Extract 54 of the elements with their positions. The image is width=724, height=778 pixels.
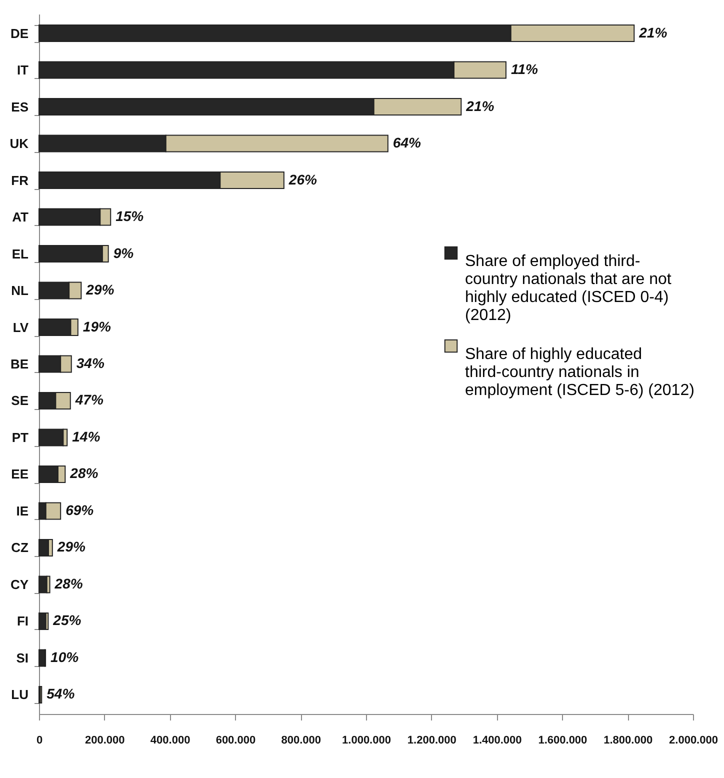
y-tick-label: ES (11, 99, 29, 114)
x-tick-label: 1.600.000 (538, 734, 588, 746)
y-tick-label: SI (16, 650, 28, 666)
x-tick-label: 800.000 (281, 734, 321, 746)
annotation: 11% (510, 61, 538, 78)
y-tick-label: FI (16, 614, 28, 629)
x-tick-label: 0 (36, 734, 43, 746)
annotation: 9% (113, 244, 134, 261)
annotation: 69% (66, 502, 94, 518)
annotation: 34% (76, 355, 105, 371)
bar (38, 428, 64, 446)
y-tick-label: NL (11, 283, 29, 298)
y-tick-label: LU (11, 687, 28, 702)
bar (38, 576, 48, 594)
annotation: 28% (69, 465, 99, 482)
annotation: 26% (288, 171, 318, 188)
legend-label: Share of employed third-country nationals that are not highly educated (ISCED 0-4) (2012) (465, 253, 672, 324)
annotation: 29% (85, 282, 115, 298)
x-tick-label: 1.000.000 (342, 734, 391, 746)
x-tick-label: 600.000 (216, 734, 256, 746)
y-tick-label: PT (12, 430, 29, 445)
y-tick-label: SE (11, 393, 29, 408)
y-tick-label: CZ (11, 540, 29, 556)
bar (38, 538, 49, 556)
annotation: 21% (465, 98, 495, 114)
annotation: 21% (638, 24, 668, 40)
y-tick-label: DE (10, 26, 29, 41)
x-tick-label: 200.000 (85, 734, 125, 746)
annotation: 29% (56, 538, 86, 555)
y-tick-label: IT (16, 62, 29, 78)
x-tick-label: 1.200.000 (407, 734, 456, 746)
annotation: 14% (72, 428, 101, 444)
y-tick-label: IE (16, 503, 29, 518)
x-tick-label: 1.400.000 (472, 734, 522, 746)
annotation: 28% (54, 575, 84, 592)
y-tick-label: CY (10, 576, 29, 592)
annotation: 15% (116, 208, 144, 224)
y-tick-label: EE (11, 466, 29, 482)
annotation: 64% (392, 134, 422, 151)
x-tick-label: 2.000.000 (669, 734, 718, 746)
y-tick-label: EL (12, 246, 29, 262)
annotation: 19% (82, 318, 112, 334)
y-tick-label: FR (11, 172, 30, 188)
annotation: 25% (52, 612, 82, 628)
y-tick-label: BE (10, 356, 29, 372)
y-tick-label: AT (12, 210, 29, 225)
x-tick-label: 1.800.000 (604, 734, 653, 746)
annotation: 54% (46, 686, 76, 702)
annotation: 47% (74, 392, 104, 408)
y-tick-label: LV (12, 320, 29, 335)
x-tick-label: 400.000 (150, 734, 190, 746)
y-tick-label: UK (10, 136, 30, 152)
legend-label: Share of highly educated third-country nationals in employment (ISCED 5-6) (2012) (465, 346, 694, 399)
annotation: 10% (50, 648, 80, 665)
